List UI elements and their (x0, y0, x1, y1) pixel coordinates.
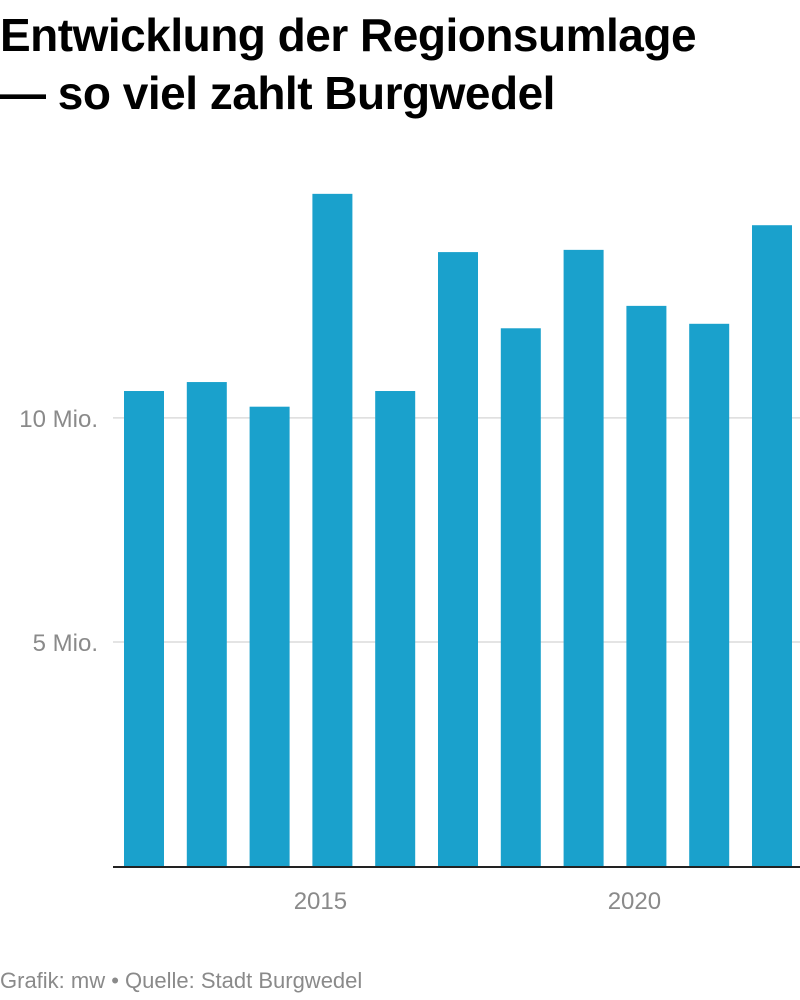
chart-title-line-2: — so viel zahlt Burgwedel (0, 67, 555, 119)
x-tick-label: 2020 (608, 888, 661, 915)
y-tick-label: 10 Mio. (19, 406, 98, 433)
bar-2017 (438, 252, 478, 867)
bar-2016 (375, 391, 416, 866)
x-axis-tick-labels: 2015 2020 (294, 888, 661, 915)
bar-2021 (689, 323, 730, 866)
bar-2020 (626, 305, 667, 866)
bar-2013 (186, 382, 227, 866)
bar-2014 (249, 406, 290, 866)
bars (124, 193, 792, 867)
bar-2022 (752, 225, 792, 866)
bar-2012 (124, 391, 164, 866)
bar-2015 (312, 193, 353, 867)
bar-2018 (500, 328, 541, 867)
chart-title-line-1: Entwicklung der Regionsumlage (0, 9, 697, 61)
y-axis-tick-labels: 5 Mio. 10 Mio. (19, 406, 98, 657)
chart-title: Entwicklung der Regionsumlage — so viel … (0, 6, 800, 122)
bar-2019 (563, 249, 604, 866)
source-credit: Grafik: mw • Quelle: Stadt Burgwedel (0, 968, 363, 993)
y-tick-label: 5 Mio. (33, 630, 98, 657)
x-tick-label: 2015 (294, 888, 347, 915)
